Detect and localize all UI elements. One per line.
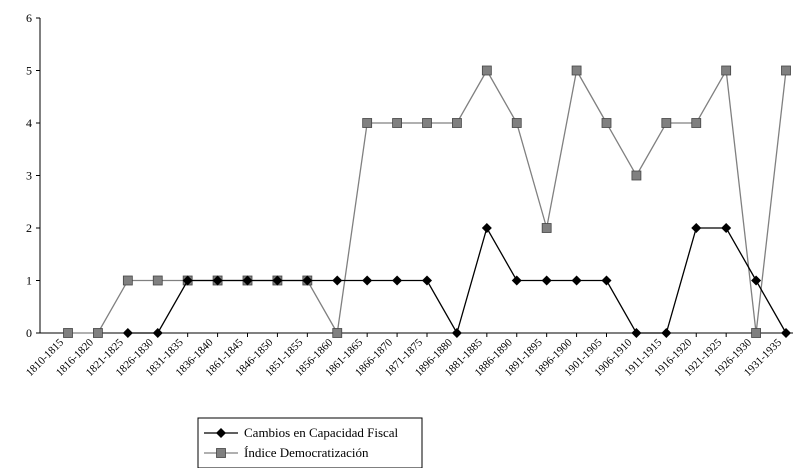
legend-label: Índice Democratización: [244, 445, 369, 460]
point: [332, 275, 343, 286]
point: [481, 65, 492, 76]
point: [272, 275, 283, 286]
y-tick-label: 1: [26, 274, 32, 288]
point: [152, 275, 163, 286]
point: [452, 118, 462, 128]
point: [631, 328, 642, 338]
point: [392, 118, 402, 128]
point: [212, 275, 223, 286]
point: [422, 118, 432, 128]
legend-box: [197, 417, 423, 468]
point: [182, 275, 193, 286]
point: [601, 118, 612, 128]
point: [93, 328, 103, 338]
point: [721, 223, 732, 233]
point: [571, 65, 582, 76]
point: [242, 275, 253, 286]
series-line: [68, 68, 787, 335]
y-tick-label: 2: [26, 221, 32, 235]
y-tick-label: 4: [26, 116, 32, 130]
y-tick-label: 0: [26, 326, 32, 340]
point: [781, 65, 791, 76]
point: [751, 275, 762, 286]
point: [362, 118, 373, 128]
point: [781, 328, 791, 338]
point: [216, 448, 226, 458]
point: [601, 275, 612, 286]
point: [332, 328, 343, 338]
y-tick-label: 5: [26, 64, 32, 78]
point: [152, 328, 163, 338]
legend-label: Cambios en Capacidad Fiscal: [244, 425, 399, 440]
point: [691, 223, 702, 233]
y-tick-label: 3: [26, 169, 32, 183]
point: [541, 275, 552, 286]
point: [422, 275, 432, 286]
point: [511, 118, 522, 128]
point: [691, 118, 702, 128]
point: [451, 328, 462, 338]
point: [541, 223, 552, 233]
point: [302, 275, 313, 286]
point: [631, 170, 642, 181]
point: [63, 328, 73, 338]
point: [481, 223, 492, 233]
point: [216, 428, 226, 438]
y-tick-label: 6: [26, 11, 32, 25]
point: [511, 275, 522, 286]
point: [751, 328, 761, 338]
point: [122, 275, 133, 286]
point: [571, 275, 582, 286]
point: [122, 328, 133, 338]
series-line: [127, 226, 787, 335]
point: [661, 328, 672, 338]
point: [392, 275, 403, 286]
point: [721, 65, 732, 76]
point: [661, 118, 672, 128]
point: [362, 275, 373, 286]
